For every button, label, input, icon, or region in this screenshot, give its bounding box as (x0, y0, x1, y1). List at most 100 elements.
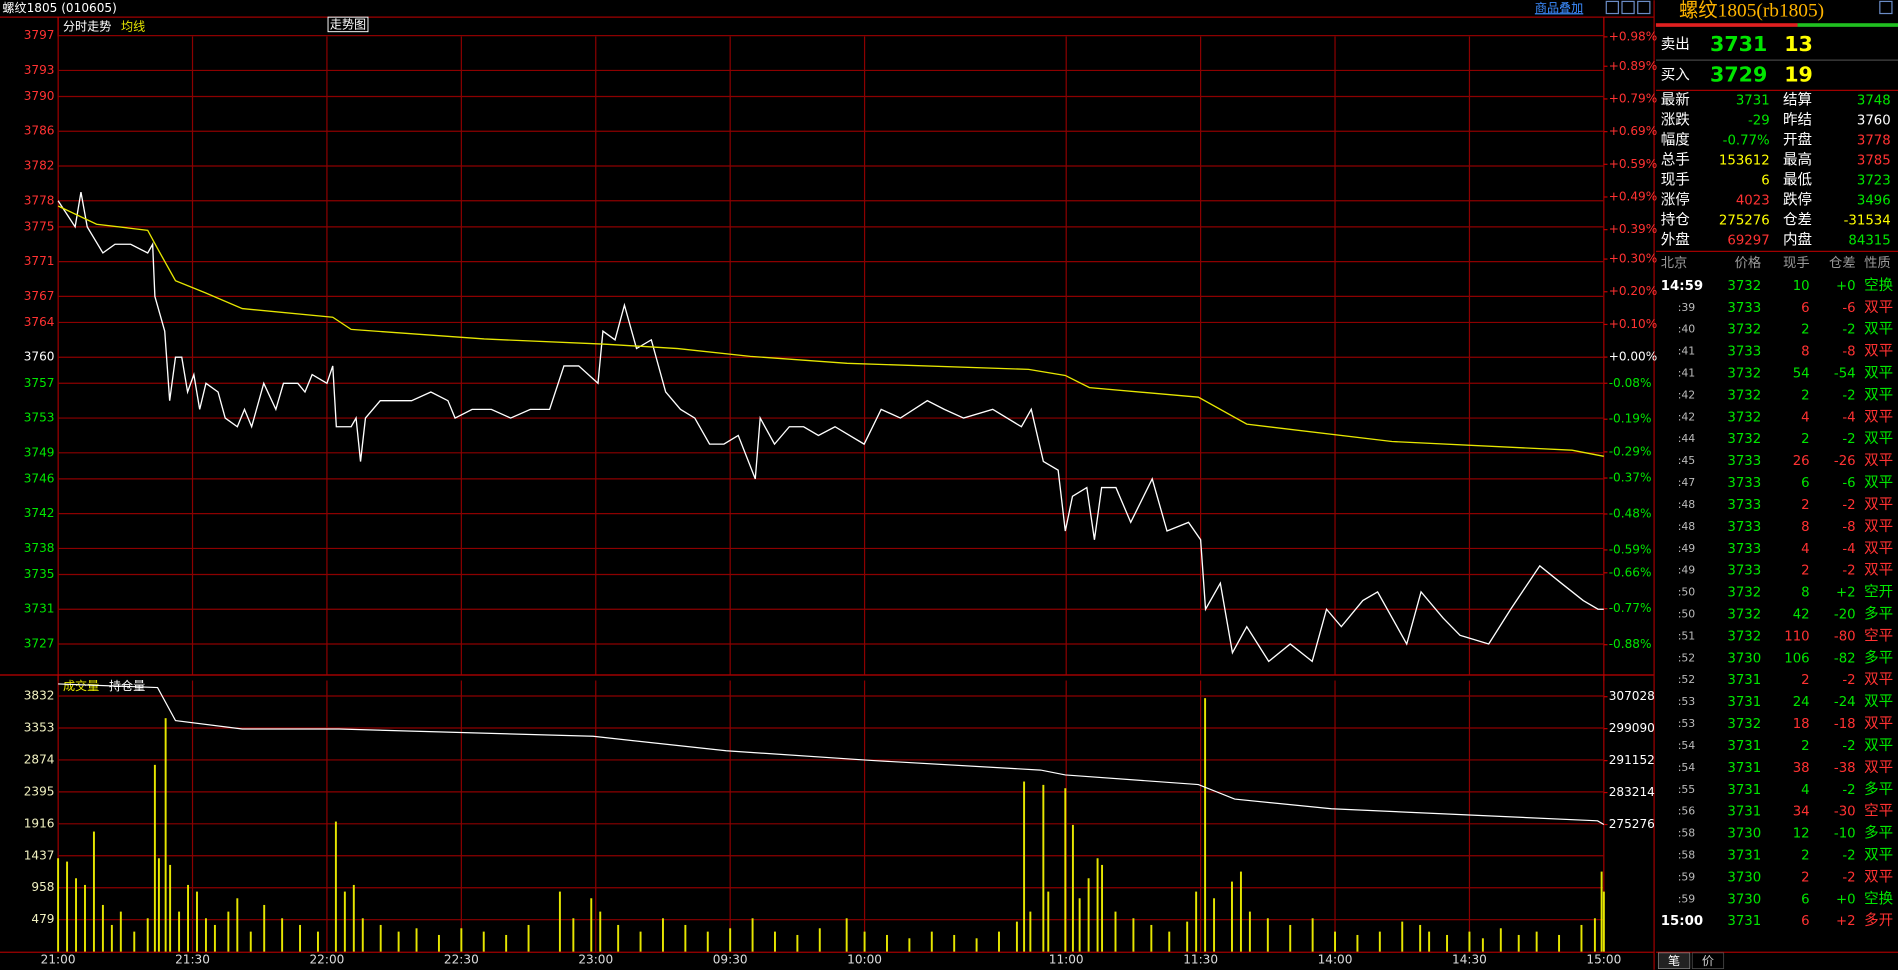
stat-value: 275276 (1719, 214, 1770, 229)
volume-bar (572, 918, 575, 952)
trade-cell: 3733 (1727, 542, 1761, 557)
stat-label: 结算 (1783, 92, 1812, 109)
x-tick-label: 14:00 (1318, 953, 1353, 967)
instrument-title: 螺纹1805 (010605) (2, 1, 116, 15)
volume-bar (908, 938, 911, 952)
stat-label: 涨停 (1661, 192, 1690, 209)
trade-cell: 106 (1784, 651, 1809, 666)
trade-time: :42 (1678, 388, 1696, 401)
trade-cell: 3731 (1727, 783, 1761, 798)
trade-cell: -2 (1842, 870, 1855, 885)
trade-cell: 3732 (1727, 388, 1761, 403)
trade-cell: 3732 (1727, 432, 1761, 447)
trade-cell: 4 (1801, 783, 1809, 798)
tab-box[interactable] (1691, 952, 1725, 969)
y2-tick-label: +0.30% (1609, 252, 1658, 266)
trade-cell: 2 (1801, 564, 1809, 579)
tab[interactable]: 价 (1702, 954, 1714, 968)
trade-cell: 3732 (1727, 323, 1761, 338)
stat-label: 最高 (1783, 152, 1812, 169)
x-tick-label: 21:00 (41, 953, 76, 967)
y2-tick-label: +0.39% (1609, 222, 1658, 236)
trade-cell: 双平 (1864, 868, 1893, 885)
stat-value: 3496 (1857, 194, 1891, 209)
y2-tick-label: -0.37% (1609, 471, 1652, 485)
price-line (57, 205, 1604, 457)
trade-cell: -8 (1842, 520, 1855, 535)
ask-volume: 13 (1784, 32, 1813, 56)
volume-bar (1087, 878, 1090, 952)
x-tick-label: 11:30 (1183, 953, 1218, 967)
icon[interactable] (1621, 0, 1635, 15)
volume-bar (505, 934, 508, 952)
volume-bar (845, 918, 848, 952)
volume-bar (1071, 824, 1074, 952)
y-tick-label: 958 (31, 880, 54, 894)
trade-cell: 3733 (1727, 301, 1761, 316)
overlay-link[interactable]: 商品叠加 (1535, 0, 1583, 15)
trade-cell: +2 (1836, 586, 1856, 601)
trade-cell: 3730 (1727, 870, 1761, 885)
y2-tick-label: +0.00% (1609, 350, 1658, 364)
trade-cell: 双平 (1864, 474, 1893, 491)
trade-cell: 双平 (1864, 452, 1893, 469)
price-line (57, 191, 1604, 663)
bar-green (1797, 23, 1898, 27)
trade-time: :58 (1678, 849, 1696, 862)
stat-label: 总手 (1661, 152, 1690, 169)
column-header: 价格 (1735, 255, 1762, 271)
icon[interactable] (1879, 0, 1893, 15)
volume-bar (1015, 921, 1018, 952)
legend-avg: 均线 (121, 19, 145, 33)
stat-label: 仓差 (1783, 212, 1812, 229)
trade-cell: 双平 (1864, 343, 1893, 360)
volume-bar (1150, 924, 1153, 952)
volume-bar (482, 931, 485, 952)
y-tick-label: 479 (31, 912, 54, 926)
volume-bar (1029, 911, 1032, 952)
trade-time: :48 (1678, 520, 1696, 533)
tab-box[interactable] (1657, 952, 1691, 969)
trade-cell: 3732 (1727, 279, 1761, 294)
volume-bar (558, 891, 561, 952)
y2-tick-label: +0.59% (1609, 157, 1658, 171)
volume-bar (153, 764, 156, 952)
volume-bar (213, 924, 216, 952)
trade-cell: 双平 (1864, 562, 1893, 579)
trade-cell: 3733 (1727, 476, 1761, 491)
trade-cell: 双平 (1864, 715, 1893, 732)
y2-tick-label: 307028 (1609, 689, 1655, 703)
icon[interactable] (1637, 0, 1651, 15)
volume-bar (617, 924, 620, 952)
tab[interactable]: 笔 (1668, 953, 1680, 968)
trade-cell: 2 (1801, 673, 1809, 688)
volume-bar (1231, 881, 1233, 952)
badge[interactable]: 走势图 (330, 18, 366, 32)
legend-volume: 成交量 (63, 678, 99, 693)
ask-label: 卖出 (1661, 36, 1690, 53)
badge-box[interactable] (327, 16, 369, 33)
trade-cell: -2 (1842, 783, 1855, 798)
x-tick-label: 21:30 (175, 953, 210, 967)
volume-bar (1114, 911, 1117, 952)
volume-bar (1168, 931, 1171, 952)
column-header: 北京 (1661, 255, 1688, 271)
y2-tick-label: +0.69% (1609, 124, 1658, 138)
volume-bar (397, 931, 400, 952)
y2-tick-label: -0.08% (1609, 376, 1652, 390)
icon[interactable] (1605, 0, 1619, 15)
volume-bar (796, 934, 799, 952)
mode-label: 分时走势 (63, 19, 111, 33)
trade-cell: 双平 (1864, 518, 1893, 535)
volume-bar (1132, 918, 1135, 952)
trade-cell: 2 (1801, 323, 1809, 338)
volume-bar (1204, 698, 1207, 952)
volume-bar (1334, 931, 1336, 952)
trade-cell: -54 (1834, 367, 1856, 382)
bar-red (1655, 23, 1798, 27)
trade-cell: 多开 (1864, 912, 1893, 929)
stat-value: 153612 (1719, 154, 1770, 169)
trade-time: :55 (1678, 783, 1696, 796)
trade-time: :50 (1678, 608, 1696, 621)
stat-value: 84315 (1848, 233, 1890, 248)
